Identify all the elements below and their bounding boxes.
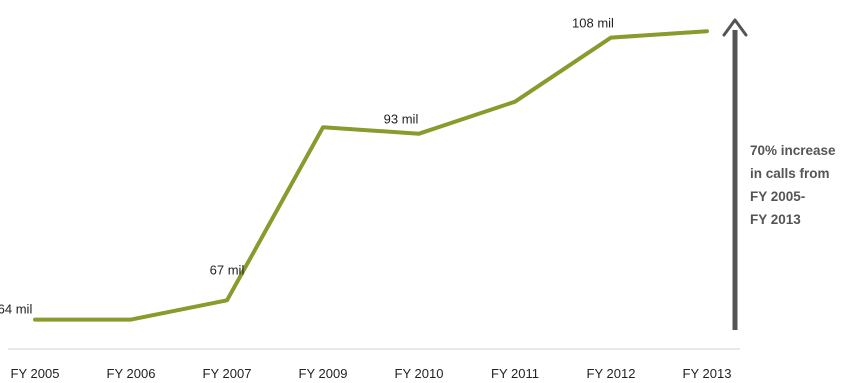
annotation-line: in calls from [750,166,830,181]
x-tick-label: FY 2006 [107,366,156,381]
data-label: 108 mil [572,16,614,31]
x-tick-label: FY 2011 [491,366,539,381]
x-tick-label: FY 2007 [203,366,252,381]
annotation-line: FY 2013 [750,212,801,227]
annotation: 70% increase in calls from FY 2005- FY 2013 [722,18,836,330]
data-label: 67 mil [210,262,245,277]
x-tick-label: FY 2013 [683,366,732,381]
annotation-line: 70% increase [750,143,836,158]
arrow-head-icon [722,18,748,37]
x-tick-label: FY 2009 [299,366,348,381]
data-label: 93 mil [384,112,419,127]
data-label: 64 mil [0,302,32,317]
x-tick-label: FY 2012 [587,366,636,381]
x-tick-label: FY 2010 [395,366,444,381]
x-tick-label: FY 2005 [11,366,60,381]
data-labels: 64 mil 67 mil 93 mil 108 mil [0,16,614,317]
annotation-text: 70% increase in calls from FY 2005- FY 2013 [750,143,836,227]
x-tick-labels: FY 2005 FY 2006 FY 2007 FY 2009 FY 2010 FY 20… [11,366,732,381]
series-line [33,29,709,322]
annotation-line: FY 2005- [750,189,805,204]
